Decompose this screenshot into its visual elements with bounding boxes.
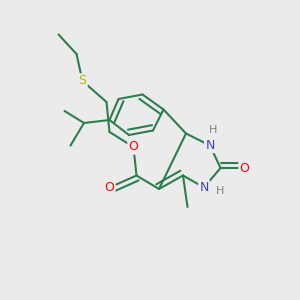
Text: O: O	[129, 140, 138, 154]
Text: N: N	[205, 139, 215, 152]
Text: N: N	[199, 181, 209, 194]
Text: O: O	[105, 181, 114, 194]
Text: H: H	[215, 186, 224, 196]
Text: S: S	[79, 74, 86, 88]
Text: O: O	[240, 161, 249, 175]
Text: H: H	[209, 125, 217, 135]
